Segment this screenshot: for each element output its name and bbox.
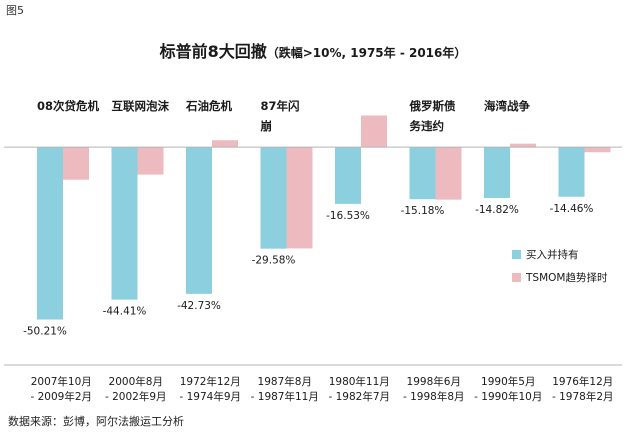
- tsmom-bar-2: [137, 147, 164, 175]
- tsmom-bar-4: [286, 147, 313, 249]
- period-label: - 1982年7月: [328, 390, 390, 403]
- value-label-5: -16.53%: [326, 210, 370, 222]
- buy-hold-bar-1: [37, 147, 63, 320]
- period-label: - 2002年9月: [105, 390, 167, 403]
- period-label: 1998年6月: [407, 375, 461, 388]
- period-label: 1990年5月: [481, 375, 535, 388]
- period-label: 2007年10月: [31, 375, 92, 388]
- buy-hold-bar-4: [260, 147, 287, 249]
- event-label: 互联网泡沫: [112, 99, 170, 113]
- legend-label-1: 买入并持有: [526, 248, 579, 261]
- event-label: 务违约: [410, 119, 445, 133]
- figure-label: 图5: [6, 4, 24, 17]
- source-note: 数据来源：彭博，阿尔法搬运工分析: [8, 415, 184, 428]
- tsmom-bar-7: [510, 143, 536, 148]
- value-label-3: -42.73%: [177, 300, 221, 312]
- period-label: - 2009年2月: [30, 390, 92, 403]
- value-label-6: -15.18%: [401, 205, 445, 217]
- value-label-7: -14.82%: [475, 204, 519, 216]
- chart-subtitle: （跌幅>10%, 1975年 - 2016年）: [266, 46, 467, 60]
- buy-hold-bar-8: [558, 147, 585, 197]
- buy-hold-bar-6: [409, 147, 436, 200]
- period-label: 1972年12月: [180, 375, 241, 388]
- value-label-4: -29.58%: [252, 255, 296, 267]
- buy-hold-bar-7: [484, 147, 510, 198]
- period-label: - 1998年8月: [403, 390, 465, 403]
- event-label: 石油危机: [185, 99, 232, 113]
- period-label: - 1974年9月: [179, 390, 241, 403]
- value-label-1: -50.21%: [23, 326, 67, 338]
- event-label: 海湾战争: [484, 99, 530, 113]
- period-label: 1976年12月: [552, 375, 613, 388]
- chart-title-main: 标普前8大回撤: [159, 42, 267, 61]
- period-label: - 1990年10月: [474, 390, 542, 403]
- legend-label-2: TSMOM趋势择时: [525, 271, 608, 284]
- period-label: - 1978年2月: [552, 390, 614, 403]
- event-label: 崩: [261, 119, 273, 133]
- value-label-8: -14.46%: [550, 203, 594, 215]
- buy-hold-bar-5: [335, 147, 361, 204]
- tsmom-bar-6: [435, 147, 462, 200]
- period-label: 2000年8月: [109, 375, 163, 388]
- buy-hold-bar-2: [111, 147, 138, 300]
- tsmom-bar-1: [63, 147, 89, 180]
- event-label: 俄罗斯债: [409, 99, 456, 113]
- tsmom-bar-3: [212, 140, 238, 148]
- buy-hold-bar-3: [186, 147, 212, 294]
- event-label: 08次贷危机: [37, 99, 100, 113]
- period-label: 1980年11月: [329, 375, 390, 388]
- period-label: - 1987年11月: [251, 390, 319, 403]
- tsmom-bar-8: [584, 147, 611, 153]
- event-label: 87年闪: [261, 99, 300, 113]
- period-label: 1987年8月: [258, 375, 312, 388]
- legend-swatch-1: [512, 250, 521, 259]
- tsmom-bar-5: [361, 115, 387, 148]
- legend-swatch-2: [512, 273, 521, 282]
- value-label-2: -44.41%: [103, 306, 147, 318]
- chart-title: 标普前8大回撤（跌幅>10%, 1975年 - 2016年）: [0, 38, 626, 62]
